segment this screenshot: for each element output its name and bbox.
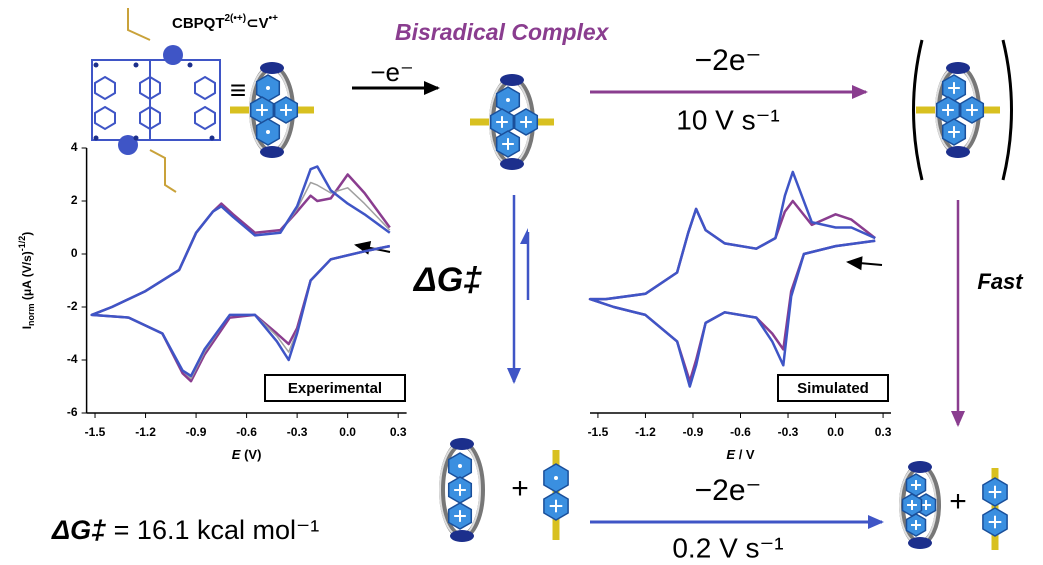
text-part: / V: [735, 447, 755, 462]
plus-sign: +: [511, 472, 529, 505]
formula-ring: [95, 77, 115, 99]
ring-cap: [908, 537, 932, 549]
formula-ring: [195, 107, 215, 129]
x-tick-label: -1.5: [588, 425, 609, 439]
text-part: ⊂V: [246, 15, 269, 32]
x-tick-label: 0.0: [827, 425, 844, 439]
text-part: = 16.1 kcal mol⁻¹: [106, 515, 319, 545]
arrow-head: [846, 256, 863, 270]
x-tick-label: -0.9: [683, 425, 704, 439]
text-part: (V): [240, 447, 261, 462]
text-part: norm: [26, 303, 36, 326]
cv-trace: [92, 175, 390, 382]
ring-cap: [260, 62, 284, 74]
step-rate: 0.2 V s⁻¹: [672, 532, 783, 563]
x-tick-label: -1.2: [135, 425, 156, 439]
y-tick-label: -2: [67, 299, 78, 313]
x-axis-label: E / V: [726, 447, 755, 462]
ring-cap: [260, 146, 284, 158]
formula-tether: [150, 150, 176, 192]
formula-tether: [128, 8, 150, 40]
ring-cap: [450, 438, 474, 450]
arrow-head: [951, 411, 965, 427]
text-part: ΔG‡: [51, 515, 106, 545]
radical-dot: [188, 63, 193, 68]
ring-cap: [946, 62, 970, 74]
annotation: Experimental: [288, 380, 382, 397]
arrow-head: [868, 515, 884, 529]
text-part: (μA (V/s): [20, 251, 34, 303]
text-part: •+: [269, 13, 279, 24]
annotation: Simulated: [797, 380, 869, 397]
ring-cap: [946, 146, 970, 158]
text-part: ): [20, 232, 34, 236]
cv-trace: [92, 167, 390, 376]
y-tick-label: 4: [71, 140, 78, 154]
text-part: CBPQT: [172, 15, 225, 32]
radical-dot: [94, 63, 99, 68]
x-tick-label: 0.3: [875, 425, 892, 439]
step-rate: 10 V s⁻¹: [676, 104, 779, 135]
text-part: -1/2: [17, 236, 27, 252]
cv-trace: [92, 183, 390, 379]
text-part: E: [726, 447, 735, 462]
formula-frame: [92, 60, 220, 140]
arrow-head: [424, 81, 440, 95]
radical-dot: [210, 136, 215, 141]
compound-label: CBPQT2(•+)⊂V•+: [172, 13, 278, 32]
x-tick-label: -1.2: [635, 425, 656, 439]
x-tick-label: -0.3: [778, 425, 799, 439]
text-part: 2(•+): [225, 13, 247, 24]
radical-dot: [554, 476, 558, 480]
y-axis-label: Inorm (μA (V/s)-1/2): [17, 232, 36, 330]
formula-ring: [195, 77, 215, 99]
radical-dot: [134, 136, 139, 141]
barrier-result: ΔG‡ = 16.1 kcal mol⁻¹: [51, 515, 319, 545]
step-label: −e⁻: [370, 57, 413, 87]
equivalence: ≡: [230, 74, 246, 105]
scheme-title: Bisradical Complex: [395, 19, 610, 45]
x-tick-label: -0.6: [730, 425, 751, 439]
ring-cap: [908, 461, 932, 473]
ring-cap: [500, 74, 524, 86]
plus-sign: +: [949, 485, 967, 518]
x-tick-label: 0.3: [390, 425, 407, 439]
figure: CBPQT2(•+)⊂V•+ ≡ Bisradical Complex −e⁻ −2e⁻…: [0, 0, 1043, 565]
step-label: −2e⁻: [695, 474, 762, 507]
x-tick-label: -0.6: [236, 425, 257, 439]
y-tick-label: 2: [71, 193, 78, 207]
bracket: [1003, 40, 1012, 180]
radical-dot: [266, 86, 270, 90]
formula-ring: [163, 45, 183, 65]
arrow-head: [852, 85, 868, 99]
radical-dot: [134, 63, 139, 68]
radical-dot: [94, 136, 99, 141]
x-tick-label: -0.3: [287, 425, 308, 439]
y-tick-label: -4: [67, 352, 78, 366]
step-label: −2e⁻: [695, 44, 762, 77]
x-tick-label: 0.0: [339, 425, 356, 439]
text-part: E: [232, 447, 241, 462]
radical-dot: [458, 464, 462, 468]
cv-trace: [590, 172, 875, 387]
y-tick-label: -6: [67, 405, 78, 419]
arrow-head: [520, 228, 528, 244]
fast-label: Fast: [977, 269, 1024, 294]
radical-dot: [506, 98, 510, 102]
ring-cap: [500, 158, 524, 170]
x-axis-label: E (V): [232, 447, 262, 462]
barrier-label: ΔG‡: [412, 261, 482, 299]
y-tick-label: 0: [71, 246, 78, 260]
x-tick-label: -1.5: [85, 425, 106, 439]
radical-dot: [266, 130, 270, 134]
x-tick-label: -0.9: [186, 425, 207, 439]
ring-cap: [450, 530, 474, 542]
arrow-head: [507, 368, 521, 384]
formula-ring: [95, 107, 115, 129]
